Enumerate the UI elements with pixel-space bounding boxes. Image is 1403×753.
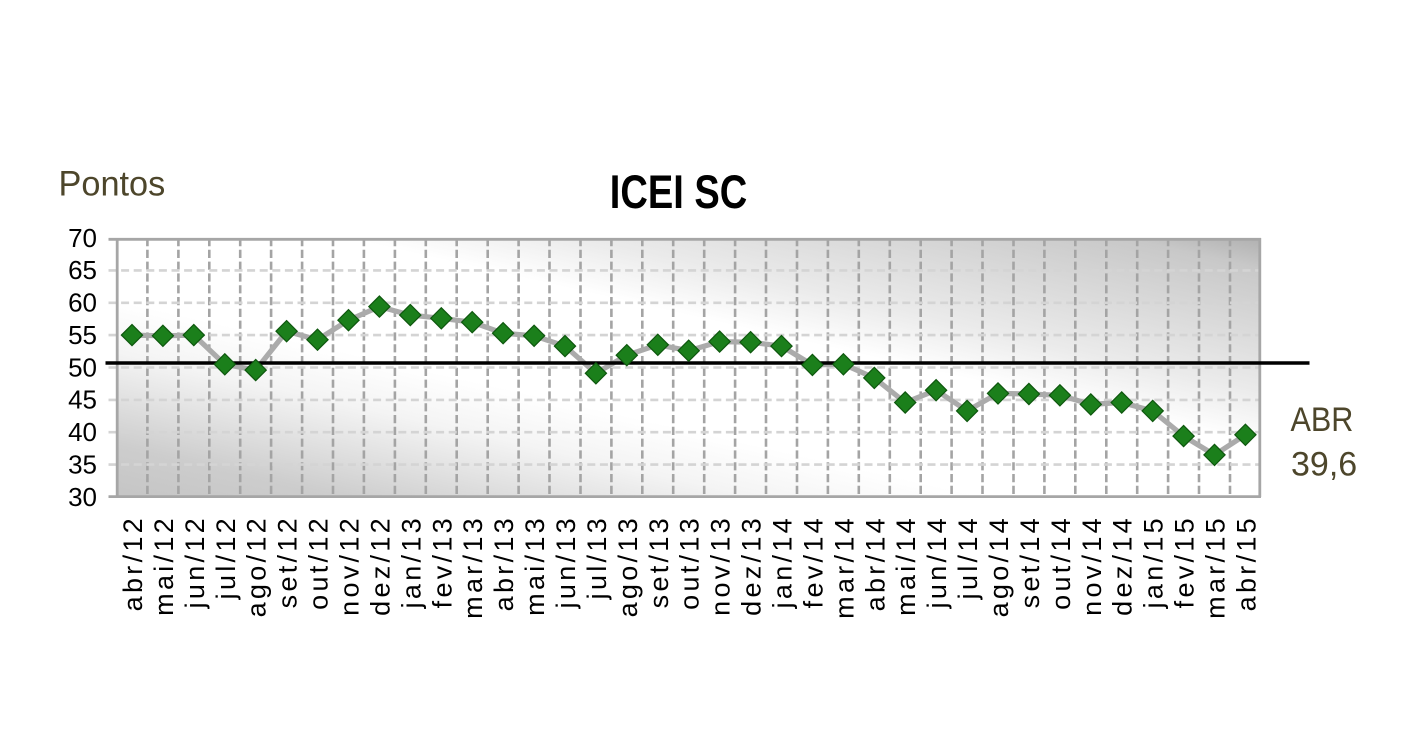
svg-text:jun/14: jun/14 bbox=[922, 515, 952, 609]
svg-text:nov/13: nov/13 bbox=[706, 515, 736, 616]
svg-text:39,6: 39,6 bbox=[1291, 446, 1357, 484]
svg-text:dez/14: dez/14 bbox=[1108, 515, 1138, 616]
svg-text:fev/13: fev/13 bbox=[427, 515, 457, 608]
svg-text:abr/14: abr/14 bbox=[860, 515, 890, 611]
svg-text:ago/12: ago/12 bbox=[242, 515, 272, 617]
svg-text:50: 50 bbox=[68, 352, 97, 382]
svg-text:nov/14: nov/14 bbox=[1077, 515, 1107, 616]
svg-text:jul/12: jul/12 bbox=[211, 515, 241, 600]
svg-text:jun/12: jun/12 bbox=[180, 515, 210, 609]
svg-text:jan/13: jan/13 bbox=[396, 515, 426, 609]
svg-text:set/12: set/12 bbox=[273, 515, 303, 608]
svg-text:30: 30 bbox=[68, 482, 97, 512]
svg-text:Pontos: Pontos bbox=[59, 165, 166, 203]
svg-text:ago/13: ago/13 bbox=[613, 515, 643, 617]
svg-text:abr/13: abr/13 bbox=[489, 515, 519, 611]
svg-text:40: 40 bbox=[68, 417, 97, 447]
svg-text:abr/12: abr/12 bbox=[118, 515, 148, 611]
svg-text:mai/14: mai/14 bbox=[891, 515, 921, 616]
svg-text:dez/13: dez/13 bbox=[737, 515, 767, 616]
svg-text:jan/14: jan/14 bbox=[768, 515, 798, 609]
svg-text:mar/13: mar/13 bbox=[458, 515, 488, 619]
svg-text:jun/13: jun/13 bbox=[551, 515, 581, 609]
svg-text:70: 70 bbox=[68, 223, 97, 253]
svg-text:set/13: set/13 bbox=[644, 515, 674, 608]
svg-text:mar/15: mar/15 bbox=[1201, 515, 1231, 619]
svg-text:jul/14: jul/14 bbox=[953, 515, 983, 600]
svg-text:mar/14: mar/14 bbox=[829, 515, 859, 619]
svg-text:65: 65 bbox=[68, 255, 97, 285]
svg-text:ICEI SC: ICEI SC bbox=[610, 166, 747, 219]
svg-text:out/13: out/13 bbox=[675, 515, 705, 610]
svg-text:out/14: out/14 bbox=[1046, 515, 1076, 610]
svg-text:nov/12: nov/12 bbox=[335, 515, 365, 616]
svg-text:60: 60 bbox=[68, 288, 97, 318]
svg-text:set/14: set/14 bbox=[1015, 515, 1045, 608]
svg-text:55: 55 bbox=[68, 320, 97, 350]
svg-text:dez/12: dez/12 bbox=[365, 515, 395, 616]
svg-text:mai/12: mai/12 bbox=[149, 515, 179, 616]
svg-text:45: 45 bbox=[68, 385, 97, 415]
svg-text:jan/15: jan/15 bbox=[1139, 515, 1169, 609]
svg-text:abr/15: abr/15 bbox=[1231, 515, 1261, 611]
svg-text:ABR: ABR bbox=[1291, 401, 1354, 439]
svg-text:out/12: out/12 bbox=[304, 515, 334, 610]
svg-text:mai/13: mai/13 bbox=[520, 515, 550, 616]
svg-text:fev/15: fev/15 bbox=[1170, 515, 1200, 608]
svg-text:jul/13: jul/13 bbox=[582, 515, 612, 600]
svg-text:fev/14: fev/14 bbox=[798, 515, 828, 608]
svg-text:ago/14: ago/14 bbox=[984, 515, 1014, 617]
svg-text:35: 35 bbox=[68, 449, 97, 479]
